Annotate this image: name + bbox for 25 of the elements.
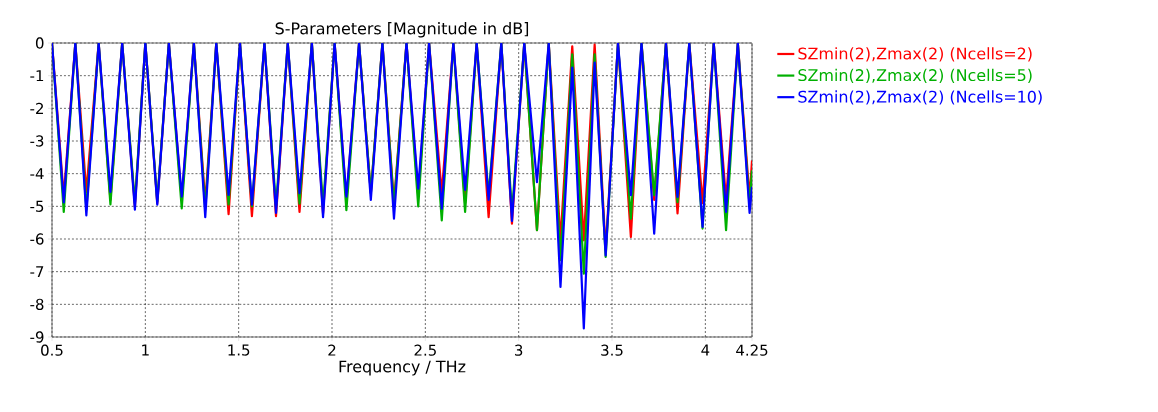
legend-label: SZmin(2),Zmax(2) (Ncells=5): [798, 68, 1032, 83]
x-tick-label: 1.5: [228, 344, 250, 356]
y-tick-label: -5: [30, 200, 44, 212]
y-tick-label: -8: [30, 298, 44, 310]
y-tick-label: -2: [30, 102, 43, 114]
legend-label: SZmin(2),Zmax(2) (Ncells=2): [798, 47, 1032, 62]
chart-title: S-Parameters [Magnitude in dB]: [275, 22, 529, 38]
y-tick-label: -7: [30, 266, 44, 278]
y-tick-label: -4: [30, 168, 44, 180]
y-tick-label: -6: [30, 233, 44, 245]
y-tick-label: -9: [30, 331, 44, 343]
y-tick-label: -3: [30, 135, 44, 147]
x-tick-label: 2: [328, 344, 336, 356]
legend-label: SZmin(2),Zmax(2) (Ncells=10): [798, 90, 1042, 105]
y-tick-label: -1: [30, 70, 44, 82]
y-tick-label: 0: [35, 37, 44, 49]
x-tick-label: 4: [701, 344, 710, 356]
x-tick-label: 3.5: [601, 344, 623, 356]
x-tick-label: 4.25: [736, 344, 768, 356]
x-tick-label: 3: [515, 344, 523, 356]
x-tick-label: 0.5: [41, 344, 63, 356]
line-series: [52, 43, 753, 330]
x-tick-label: 1: [142, 344, 149, 356]
x-axis-title: Frequency / THz: [339, 360, 466, 376]
x-tick-label: 2.5: [414, 344, 436, 356]
